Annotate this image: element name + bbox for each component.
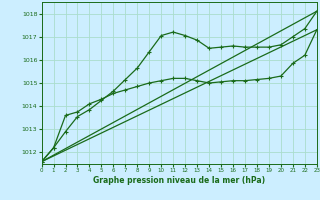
X-axis label: Graphe pression niveau de la mer (hPa): Graphe pression niveau de la mer (hPa) bbox=[93, 176, 265, 185]
